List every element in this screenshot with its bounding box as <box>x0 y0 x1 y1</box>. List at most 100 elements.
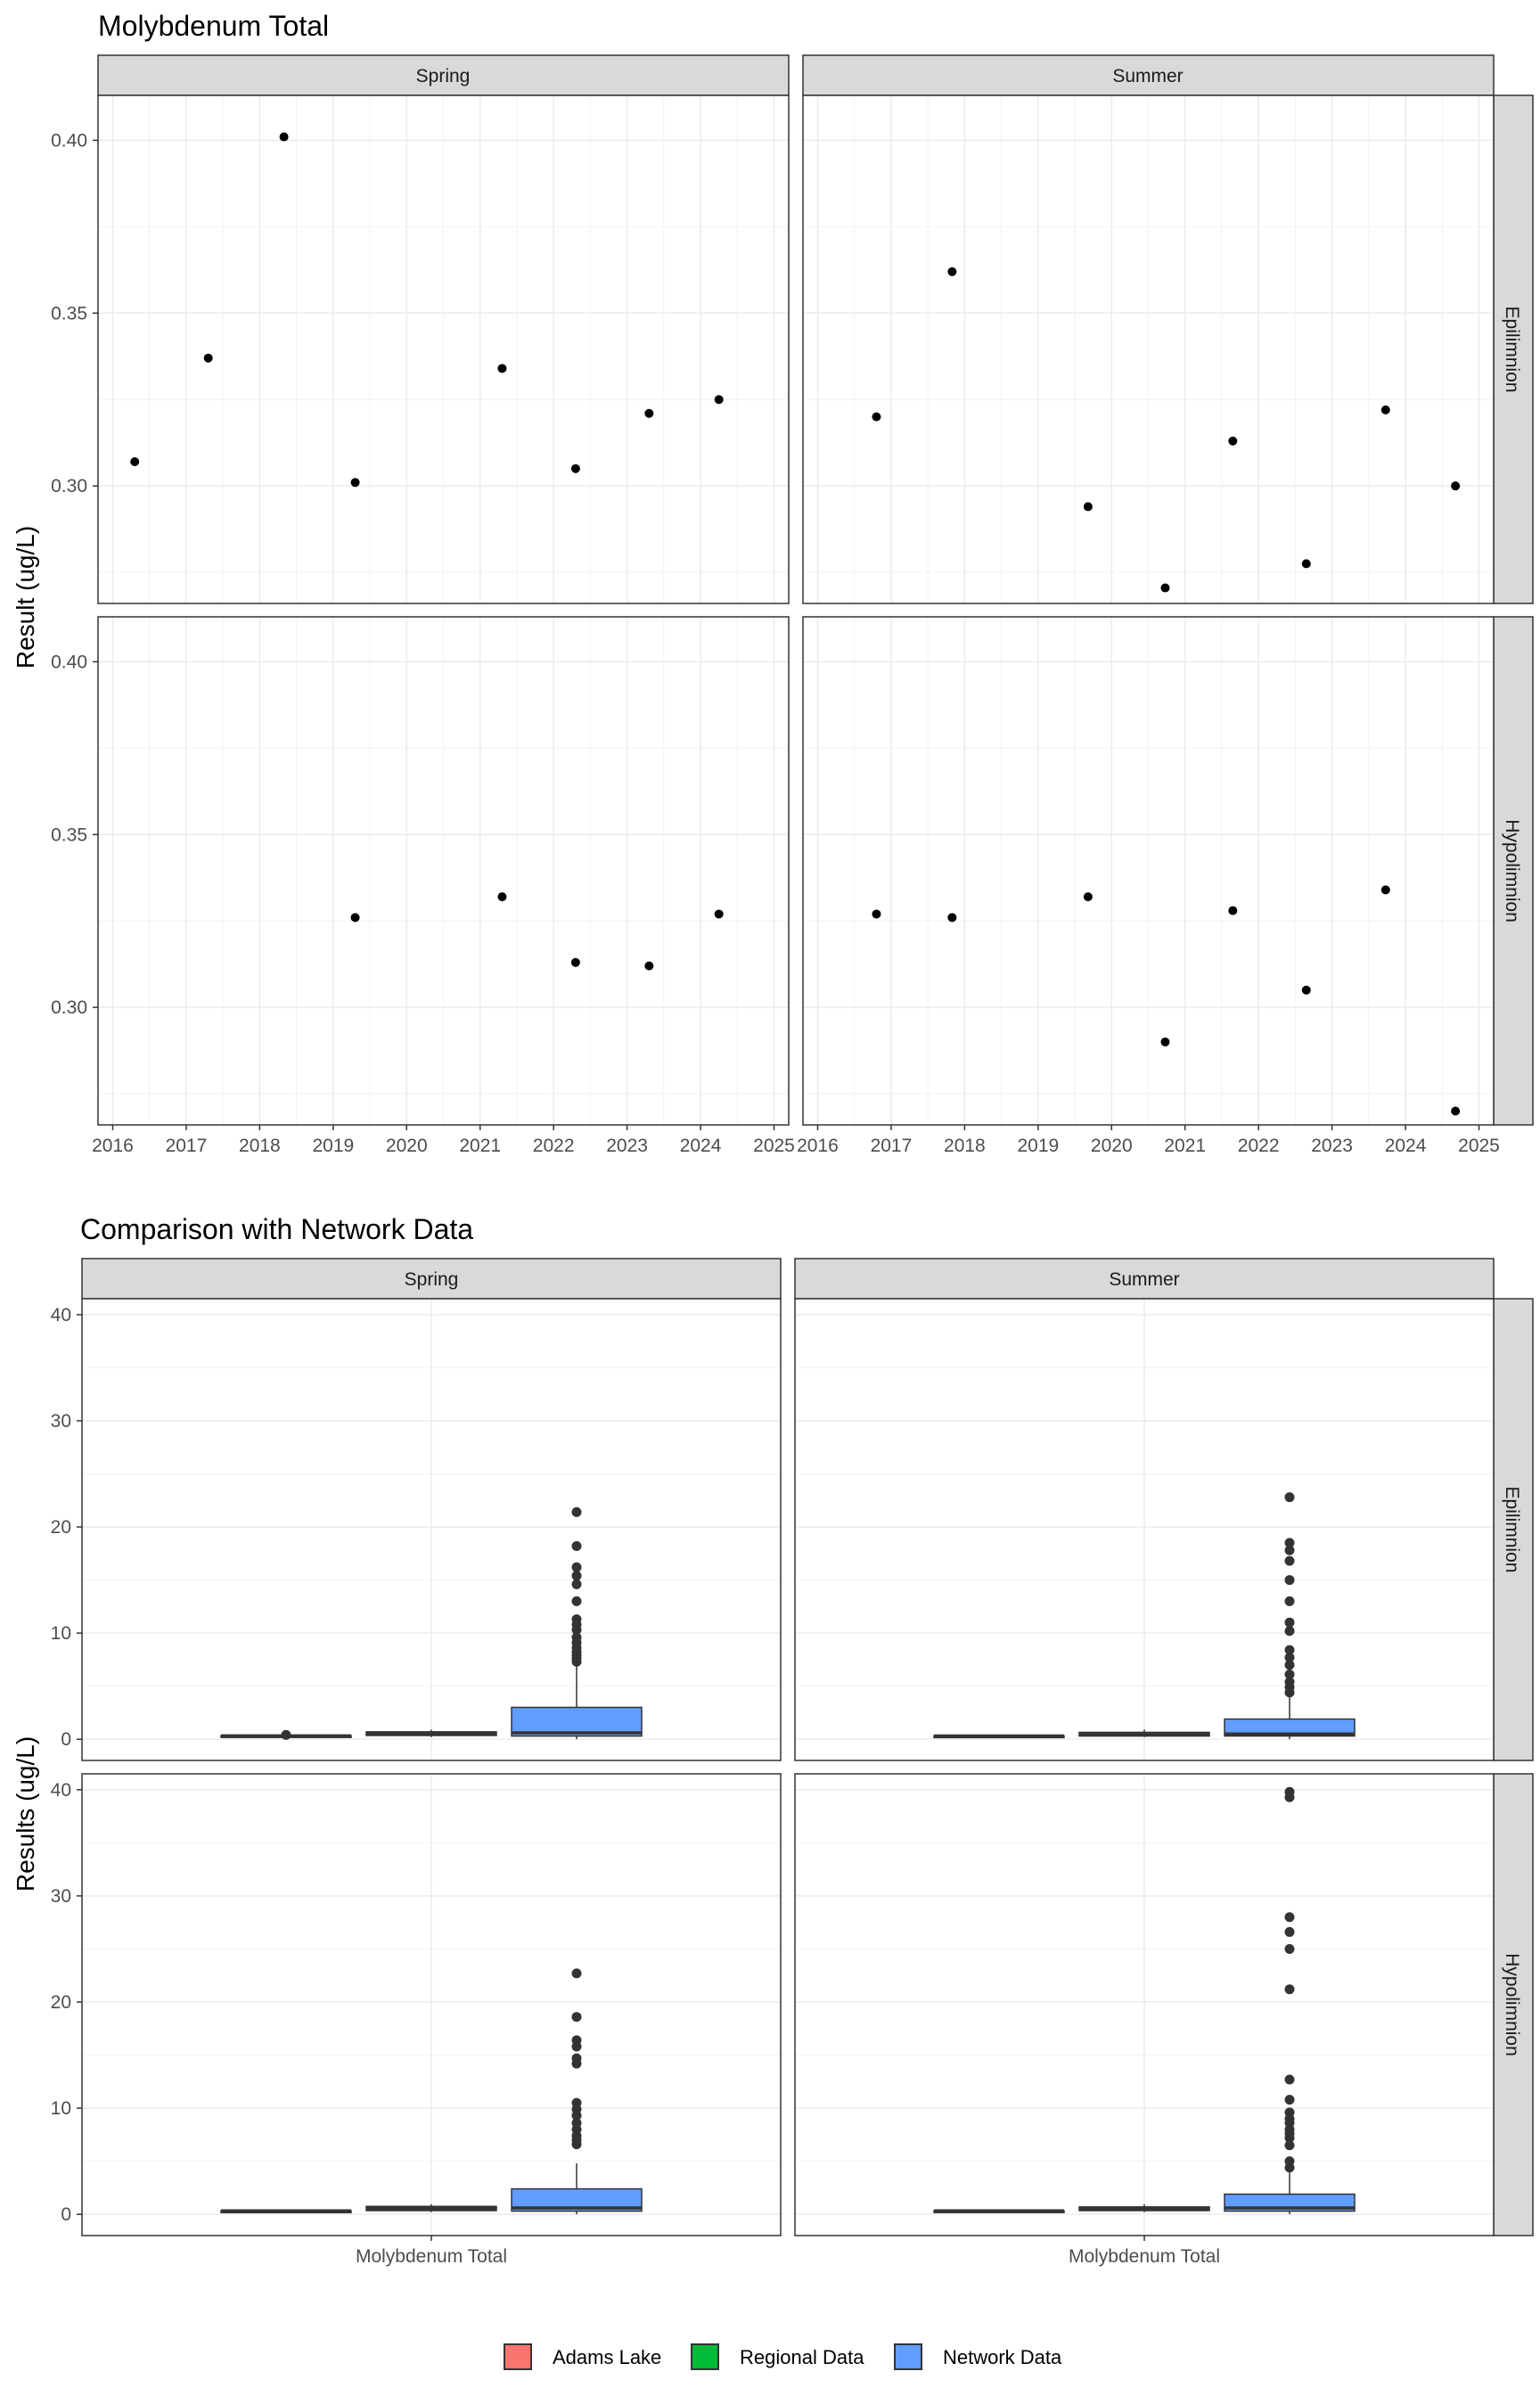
x-tick-label: 2024 <box>680 1136 722 1156</box>
box-adams-lake <box>220 1729 352 1740</box>
strip-label-epilimnion-top: Epilimnion <box>1502 307 1522 393</box>
data-point <box>203 353 213 363</box>
outlier-point <box>1284 1912 1295 1923</box>
outlier-point <box>1284 1670 1295 1680</box>
legend-label-regional-data: Regional Data <box>740 2346 864 2368</box>
data-point <box>497 892 507 902</box>
y-tick-label: 0.35 <box>51 825 87 845</box>
box-regional-data <box>1078 2203 1210 2212</box>
y-tick-label: 40 <box>51 1780 71 1801</box>
x-tick-label: Molybdenum Total <box>1069 2246 1220 2267</box>
strip-label-hypolimnion-bottom: Hypolimnion <box>1502 1953 1522 2056</box>
outlier-point <box>281 1729 291 1740</box>
box-panel-spring-epilimnion: 0 10 20 30 40 <box>51 1298 782 1761</box>
strip-hypolimnion-top <box>1493 616 1534 1126</box>
box-network-data <box>1224 1786 1356 2215</box>
strip-label-hypolimnion-top: Hypolimnion <box>1502 819 1522 923</box>
outlier-point <box>1284 1492 1295 1503</box>
outlier-point <box>1284 2140 1295 2151</box>
x-tick-label: 2023 <box>606 1136 648 1156</box>
data-point <box>714 395 724 405</box>
x-tick-label: 2024 <box>1385 1136 1427 1156</box>
x-tick-label: 2019 <box>312 1136 354 1156</box>
panel-border <box>97 94 790 604</box>
data-point <box>350 478 360 488</box>
strip-label-summer-bottom: Summer <box>1109 1269 1179 1290</box>
scatter-panel-summer-epilimnion <box>802 94 1495 604</box>
y-tick-label: 0 <box>61 2204 71 2225</box>
y-tick-label: 30 <box>51 1411 71 1432</box>
x-tick-label: 2016 <box>92 1136 134 1156</box>
outlier-point <box>571 1968 582 1979</box>
data-point <box>947 913 957 923</box>
outlier-point <box>1284 1555 1295 1566</box>
data-point <box>1228 906 1238 915</box>
outlier-point <box>1284 1786 1295 1797</box>
x-tick-label: 2019 <box>1017 1136 1059 1156</box>
y-tick-label: 40 <box>51 1305 71 1325</box>
outlier-point <box>571 2097 582 2108</box>
x-tick-label: 2017 <box>166 1136 208 1156</box>
outlier-point <box>571 1596 582 1606</box>
outlier-point <box>1284 2156 1295 2167</box>
box-panel-spring-hypolimnion: 0 10 20 30 40 Molybdenum Total <box>51 1773 782 2267</box>
box-regional-data <box>365 2203 497 2212</box>
legend-key-regional-data <box>691 2343 719 2370</box>
data-point <box>947 267 957 276</box>
x-tick-label: 2022 <box>533 1136 575 1156</box>
outlier-point <box>1284 1677 1295 1687</box>
data-point <box>1160 583 1170 593</box>
data-point <box>1083 502 1093 512</box>
data-point <box>1083 892 1093 902</box>
outlier-point <box>1284 1575 1295 1586</box>
data-point <box>570 957 580 967</box>
x-tick-label: 2025 <box>1458 1136 1500 1156</box>
legend-label-network-data: Network Data <box>943 2346 1062 2368</box>
data-point <box>1301 985 1311 995</box>
outlier-point <box>1284 1660 1295 1670</box>
x-tick-label: 2022 <box>1238 1136 1280 1156</box>
box-y-axis-label: Results (ug/L) <box>12 1736 39 1891</box>
x-tick-label: 2018 <box>944 1136 986 1156</box>
outlier-point <box>1284 2095 1295 2105</box>
legend: Adams Lake Regional Data Network Data <box>504 2343 1062 2370</box>
box-regional-data <box>365 1729 497 1737</box>
x-tick-label: 2025 <box>753 1136 795 1156</box>
box-iqr <box>1224 1718 1356 1737</box>
strip-label-epilimnion-bottom: Epilimnion <box>1502 1487 1522 1573</box>
scatter-panels: 0.30 0.35 0.40 0.30 0.35 0.40 2016 2017 2018 2019… <box>51 94 1500 1156</box>
y-tick-label: 0.40 <box>51 652 87 672</box>
outlier-point <box>1284 1926 1295 1937</box>
data-point <box>570 464 580 473</box>
y-tick-label: 10 <box>51 2098 71 2119</box>
data-point <box>130 457 140 467</box>
panel-border <box>81 1298 782 1761</box>
outlier-point <box>571 1614 582 1625</box>
x-tick-label: 2021 <box>1164 1136 1206 1156</box>
outlier-point <box>571 2118 582 2129</box>
outlier-point <box>1284 2074 1295 2085</box>
outlier-point <box>571 1571 582 1581</box>
scatter-y-axis-label: Result (ug/L) <box>12 526 39 669</box>
strip-spring-bottom <box>81 1258 782 1300</box>
x-tick-label: 2017 <box>871 1136 913 1156</box>
scatter-plot-title: Molybdenum Total <box>98 10 329 42</box>
outlier-point <box>1284 1645 1295 1655</box>
panel-border <box>802 616 1495 1126</box>
panel-border <box>802 94 1495 604</box>
data-point <box>644 961 654 971</box>
box-panel-summer-hypolimnion: Molybdenum Total <box>794 1773 1495 2267</box>
outlier-point <box>571 1579 582 1589</box>
legend-key-adams-lake <box>504 2343 532 2370</box>
data-point <box>279 132 289 142</box>
box-regional-data <box>1078 1729 1210 1737</box>
outlier-point <box>1284 2107 1295 2118</box>
strip-summer-bottom <box>794 1258 1495 1300</box>
outlier-point <box>1284 1596 1295 1606</box>
outlier-point <box>1284 1545 1295 1555</box>
data-point <box>350 913 360 923</box>
box-iqr <box>511 1706 643 1737</box>
box-plot-title: Comparison with Network Data <box>80 1213 473 1245</box>
data-point <box>714 909 724 919</box>
